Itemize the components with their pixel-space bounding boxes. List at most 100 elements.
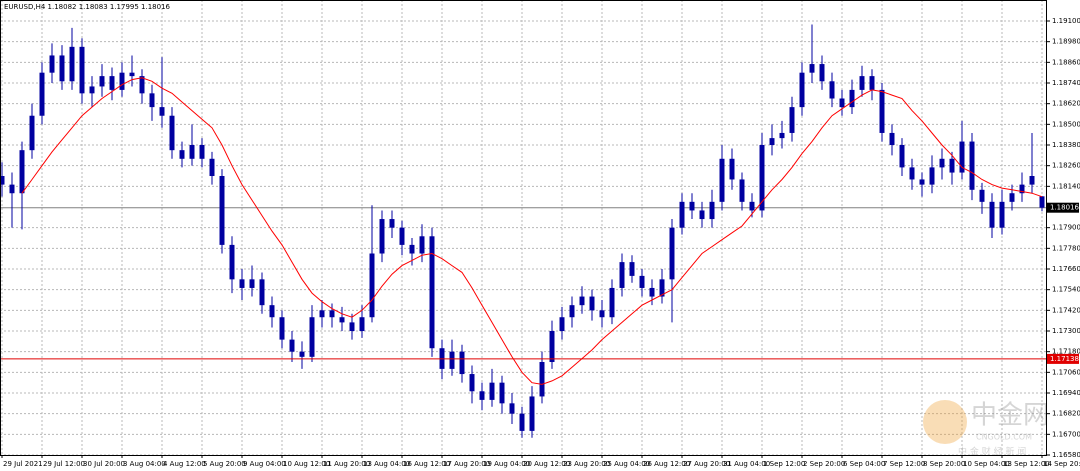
candle-body [259, 279, 265, 306]
candle-body [709, 201, 715, 220]
candle-body [299, 351, 305, 357]
candle-body [629, 262, 635, 276]
candle-body [839, 98, 845, 108]
candle [19, 141, 25, 230]
candle-body [749, 201, 755, 211]
y-tick-label: 1.17660 [1052, 265, 1080, 273]
candle [259, 272, 265, 314]
candle [469, 365, 475, 404]
candle [229, 236, 235, 294]
candle-body [419, 236, 425, 254]
y-tick-label: 1.18500 [1052, 120, 1080, 128]
candle [279, 310, 285, 349]
candle-body [659, 279, 665, 297]
y-tick-label: 1.18380 [1052, 141, 1080, 149]
candle-body [619, 262, 625, 288]
candle [879, 83, 885, 142]
x-tick-label: 31 Aug 04:00 [723, 460, 770, 468]
candle [519, 406, 525, 438]
candle [249, 265, 255, 297]
x-tick-label: 17 Aug 20:00 [443, 460, 490, 468]
candle [959, 120, 965, 180]
candle-body [469, 374, 475, 392]
candle [379, 210, 385, 263]
candle [739, 172, 745, 211]
candle-body [199, 145, 205, 159]
candle-body [689, 201, 695, 211]
candle [9, 172, 15, 228]
candle [539, 351, 545, 404]
x-tick-label: 29 Jul 12:00 [43, 460, 85, 468]
candle-body [149, 93, 155, 108]
candle [49, 43, 55, 84]
candle-body [599, 310, 605, 318]
candle [269, 296, 275, 328]
candle [489, 368, 495, 407]
candle [1019, 172, 1025, 202]
candle [419, 224, 425, 263]
candle [719, 145, 725, 211]
candle-body [539, 362, 545, 397]
price-line-tag [1047, 202, 1079, 213]
candle-body [559, 317, 565, 332]
candle [809, 24, 815, 84]
candle [779, 120, 785, 149]
candle-body [189, 145, 195, 159]
candle [939, 148, 945, 180]
candle-body [229, 244, 235, 280]
candle [339, 306, 345, 332]
candle-body [99, 76, 105, 87]
candle [1009, 184, 1015, 211]
candle [0, 162, 5, 197]
candle-body [509, 403, 515, 414]
candle-body [699, 210, 705, 220]
candle [549, 320, 555, 369]
candle [639, 269, 645, 297]
candle [769, 124, 775, 156]
y-tick-label: 1.18260 [1052, 162, 1080, 170]
candle-body [249, 279, 255, 288]
candle-body [429, 236, 435, 349]
candle-body [499, 382, 505, 404]
x-tick-label: 25 Aug 04:00 [603, 460, 650, 468]
candle-body [759, 145, 765, 211]
candle [179, 141, 185, 168]
candle [699, 201, 705, 228]
candle-body [819, 64, 825, 82]
moving-average [21, 77, 1043, 385]
candle-body [159, 107, 165, 116]
candle [289, 331, 295, 363]
plot [0, 24, 1047, 438]
candle [949, 151, 955, 185]
x-tick-label: 29 Jul 2021 [3, 460, 43, 468]
candle-body [1029, 176, 1035, 185]
candle-body [379, 219, 385, 254]
candle-body [219, 176, 225, 245]
candle [189, 124, 195, 166]
x-tick-label: 5 Aug 20:00 [203, 460, 246, 468]
candle-body [729, 158, 735, 180]
candle [649, 279, 655, 306]
candle-body [239, 279, 245, 288]
candle [99, 64, 105, 97]
candle-body [899, 145, 905, 168]
candle [789, 96, 795, 142]
candle [1029, 132, 1035, 194]
candle-body [679, 201, 685, 228]
candle-body [359, 317, 365, 332]
x-tick-label: 7 Sep 12:00 [883, 460, 925, 468]
candle [569, 296, 575, 328]
candle [799, 62, 805, 116]
x-tick-label: 26 Aug 12:00 [643, 460, 690, 468]
candle [59, 45, 65, 90]
candle-body [69, 46, 75, 82]
candle-body [999, 201, 1005, 228]
candle [899, 138, 905, 177]
candle [309, 305, 315, 363]
candle-body [849, 89, 855, 108]
candle-body [369, 253, 375, 318]
candle-body [209, 158, 215, 177]
candle-body [339, 317, 345, 323]
y-tick-label: 1.18620 [1052, 100, 1080, 108]
